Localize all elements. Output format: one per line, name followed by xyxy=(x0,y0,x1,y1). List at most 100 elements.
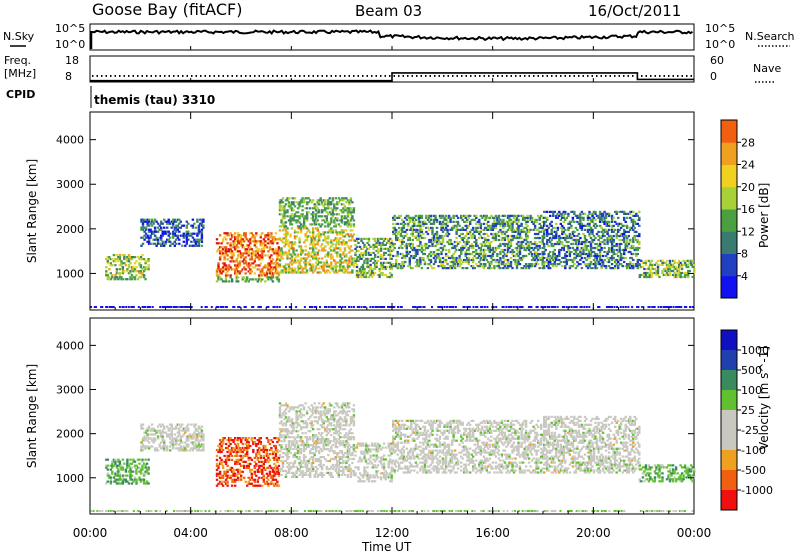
echo-cell xyxy=(369,265,372,269)
echo-cell xyxy=(618,246,621,250)
echo-cell xyxy=(446,254,449,258)
echo-cell xyxy=(305,203,309,206)
echo-cell xyxy=(147,472,150,475)
echo-cell xyxy=(509,218,513,221)
echo-cell xyxy=(582,250,585,254)
echo-cell xyxy=(351,217,354,220)
echo-cell xyxy=(129,478,132,481)
echo-cell xyxy=(276,252,279,255)
echo-cell xyxy=(428,220,431,223)
echo-cell xyxy=(668,259,672,262)
echo-cell xyxy=(544,210,547,213)
echo-cell xyxy=(179,220,182,223)
echo-cell xyxy=(259,262,262,265)
echo-cell xyxy=(603,242,606,246)
echo-cell xyxy=(592,222,596,225)
echo-cell xyxy=(166,226,169,229)
echo-cell xyxy=(161,232,164,235)
noise-cell xyxy=(616,306,618,308)
echo-cell xyxy=(547,232,550,236)
echo-cell xyxy=(224,460,228,463)
echo-cell xyxy=(594,218,597,221)
echo-cell xyxy=(229,238,232,241)
echo-cell xyxy=(271,238,275,241)
echo-cell xyxy=(264,274,267,277)
echo-cell xyxy=(592,246,596,250)
echo-cell xyxy=(237,478,240,481)
echo-cell xyxy=(324,249,327,252)
echo-cell xyxy=(529,250,532,254)
echo-cell xyxy=(491,248,495,252)
echo-cell xyxy=(246,264,249,267)
echo-cell xyxy=(460,232,463,236)
echo-cell xyxy=(367,253,371,256)
echo-cell xyxy=(290,263,294,266)
echo-cell xyxy=(598,254,602,258)
echo-cell xyxy=(679,265,682,269)
echo-cell xyxy=(302,271,306,274)
echo-cell xyxy=(532,222,535,225)
echo-cell xyxy=(221,270,225,273)
echo-cell xyxy=(524,242,528,246)
echo-cell xyxy=(432,238,436,242)
echo-cell xyxy=(579,216,582,219)
echo-cell xyxy=(502,222,505,225)
echo-cell xyxy=(235,474,238,477)
noise-cell xyxy=(509,306,511,308)
echo-cell xyxy=(181,441,184,444)
echo-cell xyxy=(331,257,334,260)
echo-cell xyxy=(158,443,161,446)
echo-cell xyxy=(191,441,195,444)
echo-cell xyxy=(610,250,614,254)
echo-cell xyxy=(638,265,641,269)
echo-cell xyxy=(124,468,128,471)
echo-cell xyxy=(612,224,615,227)
echo-cell xyxy=(346,221,350,224)
echo-cell xyxy=(361,271,365,275)
echo-cell xyxy=(558,236,561,240)
echo-cell xyxy=(414,228,418,231)
echo-cell xyxy=(408,236,411,240)
echo-cell xyxy=(431,232,434,236)
echo-cell xyxy=(431,252,434,256)
echo-cell xyxy=(330,213,333,216)
echo-cell xyxy=(105,464,108,467)
echo-cell xyxy=(478,232,481,236)
echo-cell xyxy=(170,425,173,428)
echo-cell xyxy=(470,228,473,231)
echo-cell xyxy=(109,258,112,261)
echo-cell xyxy=(250,476,253,479)
echo-cell xyxy=(444,218,448,221)
echo-cell xyxy=(647,275,651,279)
echo-cell xyxy=(232,252,235,255)
echo-cell xyxy=(230,278,234,281)
echo-cell xyxy=(390,275,393,279)
echo-cell xyxy=(273,262,276,265)
echo-cell xyxy=(629,267,632,270)
noise-cell xyxy=(200,306,203,308)
echo-cell xyxy=(432,252,436,256)
echo-cell xyxy=(327,253,330,256)
echo-cell xyxy=(293,237,297,240)
echo-cell xyxy=(683,261,687,264)
echo-cell xyxy=(419,260,422,264)
echo-cell xyxy=(393,228,396,231)
echo-cell xyxy=(230,236,234,239)
echo-cell xyxy=(683,273,687,277)
noise-cell xyxy=(106,306,109,308)
echo-cell xyxy=(683,271,687,275)
echo-cell xyxy=(488,267,491,270)
echo-cell xyxy=(366,271,369,275)
echo-cell xyxy=(537,252,540,256)
echo-cell xyxy=(414,236,418,240)
echo-cell xyxy=(267,236,270,239)
echo-cell xyxy=(330,241,333,244)
echo-cell xyxy=(318,203,321,206)
echo-cell xyxy=(310,223,313,226)
echo-cell xyxy=(384,267,387,271)
echo-cell xyxy=(508,250,511,254)
echo-cell xyxy=(305,217,309,220)
echo-cell xyxy=(193,232,196,235)
echo-cell xyxy=(606,222,609,225)
echo-cell xyxy=(550,210,553,213)
